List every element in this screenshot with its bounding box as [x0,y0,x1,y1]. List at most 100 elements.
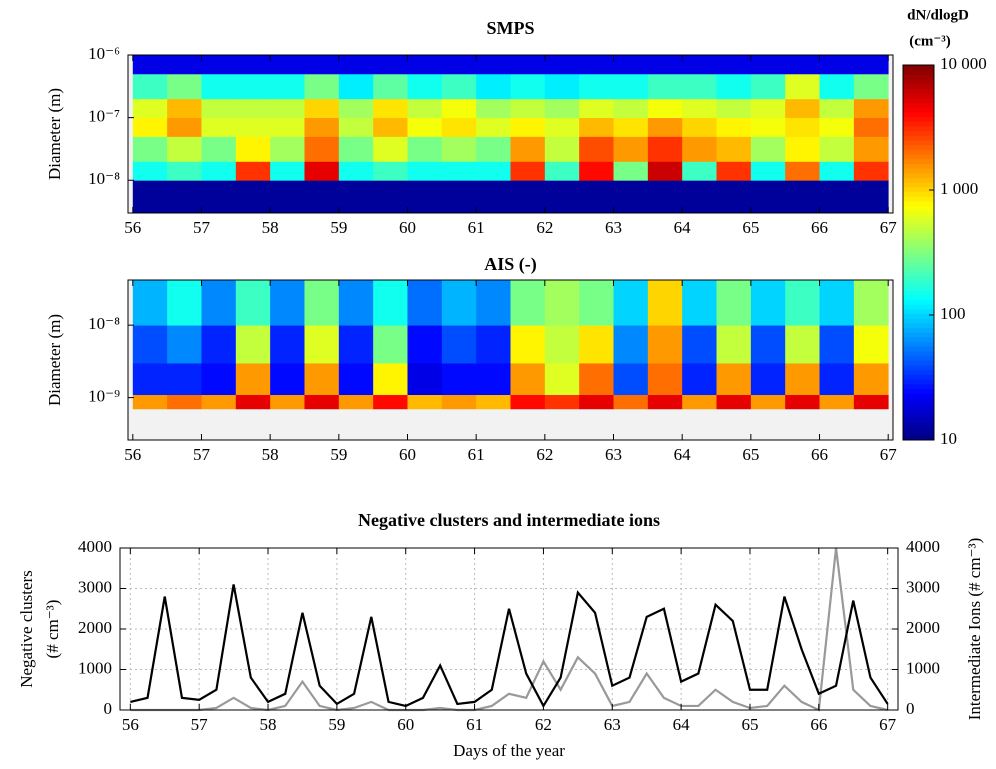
y-tick-label: 10⁻⁸ [88,314,120,333]
heat-cell [270,73,305,100]
heat-cell [682,363,717,396]
heat-cell [201,55,237,75]
colorbar-swatch [903,355,934,361]
colorbar-swatch [903,219,934,225]
heat-cell [613,136,649,162]
x-tick-label: 58 [260,715,277,734]
heat-cell [270,161,305,181]
x-tick-label: 58 [262,445,279,464]
colorbar-swatch [903,177,934,183]
heat-cell [476,280,511,326]
heat-cell [579,280,614,326]
y-axis-label: (# cm⁻³) [43,600,62,659]
heat-cell [716,180,752,214]
heat-cell [441,98,477,119]
heat-cell [613,55,649,75]
colorbar-swatch [903,102,934,108]
heat-cell [304,161,340,181]
heat-cell [613,363,649,396]
colorbar-swatch [903,172,934,178]
x-tick-label: 65 [742,218,759,237]
heat-cell [304,325,340,364]
colorbar-swatch [903,224,934,230]
heat-cell [270,394,305,410]
series-line [130,584,889,709]
heat-cell [579,325,614,364]
heat-cell [407,136,443,162]
heat-cell [338,394,374,410]
colorbar-swatch [903,336,934,343]
heat-cell [544,98,580,119]
y-tick-label: 3000 [78,577,112,596]
heat-cell [441,55,477,75]
x-tick-label: 67 [879,715,897,734]
heat-cell [819,394,855,410]
heat-cell [373,161,408,181]
heat-cell [167,117,202,137]
heat-cell [407,161,443,181]
colorbar-swatch [903,97,934,103]
heat-cell [167,280,202,326]
colorbar-title: dN/dlogD [907,7,969,23]
heat-cell [304,98,340,119]
heat-cell [716,363,752,396]
heat-cell [613,280,649,326]
heat-cell [167,363,202,396]
x-tick-label: 64 [674,218,692,237]
colorbar-swatch [903,327,934,333]
heat-cell [476,98,511,119]
colorbar-swatch [903,261,934,268]
heat-cell [682,180,717,214]
heat-cell [785,363,820,396]
colorbar-swatch [903,374,934,380]
heat-cell [750,161,786,181]
y-axis-label: Negative clusters [17,570,36,688]
heat-cell [373,117,408,137]
colorbar-swatch [903,79,934,85]
colorbar-tick-label: 10 [940,429,957,448]
colorbar-swatch [903,196,934,202]
colorbar-swatch [903,229,934,235]
heat-cell [167,98,202,119]
colorbar-swatch [903,369,934,375]
colorbar-swatch [903,163,934,169]
heat-cell [201,136,237,162]
x-tick-label: 61 [468,445,485,464]
heat-cell [235,55,271,75]
heat-cell [647,180,683,214]
heat-cell [647,325,683,364]
x-tick-label: 65 [741,715,758,734]
heat-cell [750,394,786,410]
heat-cell [441,73,477,100]
heat-cell [373,325,408,364]
chart-title: SMPS [486,18,534,38]
colorbar-swatch [903,346,934,352]
colorbar-swatch [903,116,934,122]
colorbar-frame [902,64,935,441]
heat-cell [338,55,374,75]
heat-cell [476,161,511,181]
heat-cell [407,394,443,410]
heat-cell [167,136,202,162]
colorbar-swatch [903,350,934,357]
x-tick-label: 59 [330,218,347,237]
colorbar-swatch [903,318,934,324]
colorbar-swatch [903,200,934,207]
heat-cell [819,117,855,137]
heat-cell [373,394,408,410]
colorbar-swatch [903,266,934,272]
colorbar-swatch [903,238,934,244]
x-tick-label: 66 [811,445,828,464]
colorbar-swatch [903,125,934,132]
heat-cell [132,73,168,100]
x-tick-label: 63 [605,218,622,237]
heat-cell [270,117,305,137]
heat-cell [510,180,546,214]
colorbar-swatch [903,280,934,286]
heat-cell [785,280,820,326]
colorbar-swatch [903,182,934,188]
colorbar-swatch [903,308,934,314]
heat-cell [579,363,614,396]
heat-cell [682,117,717,137]
x-tick-label: 62 [536,218,553,237]
